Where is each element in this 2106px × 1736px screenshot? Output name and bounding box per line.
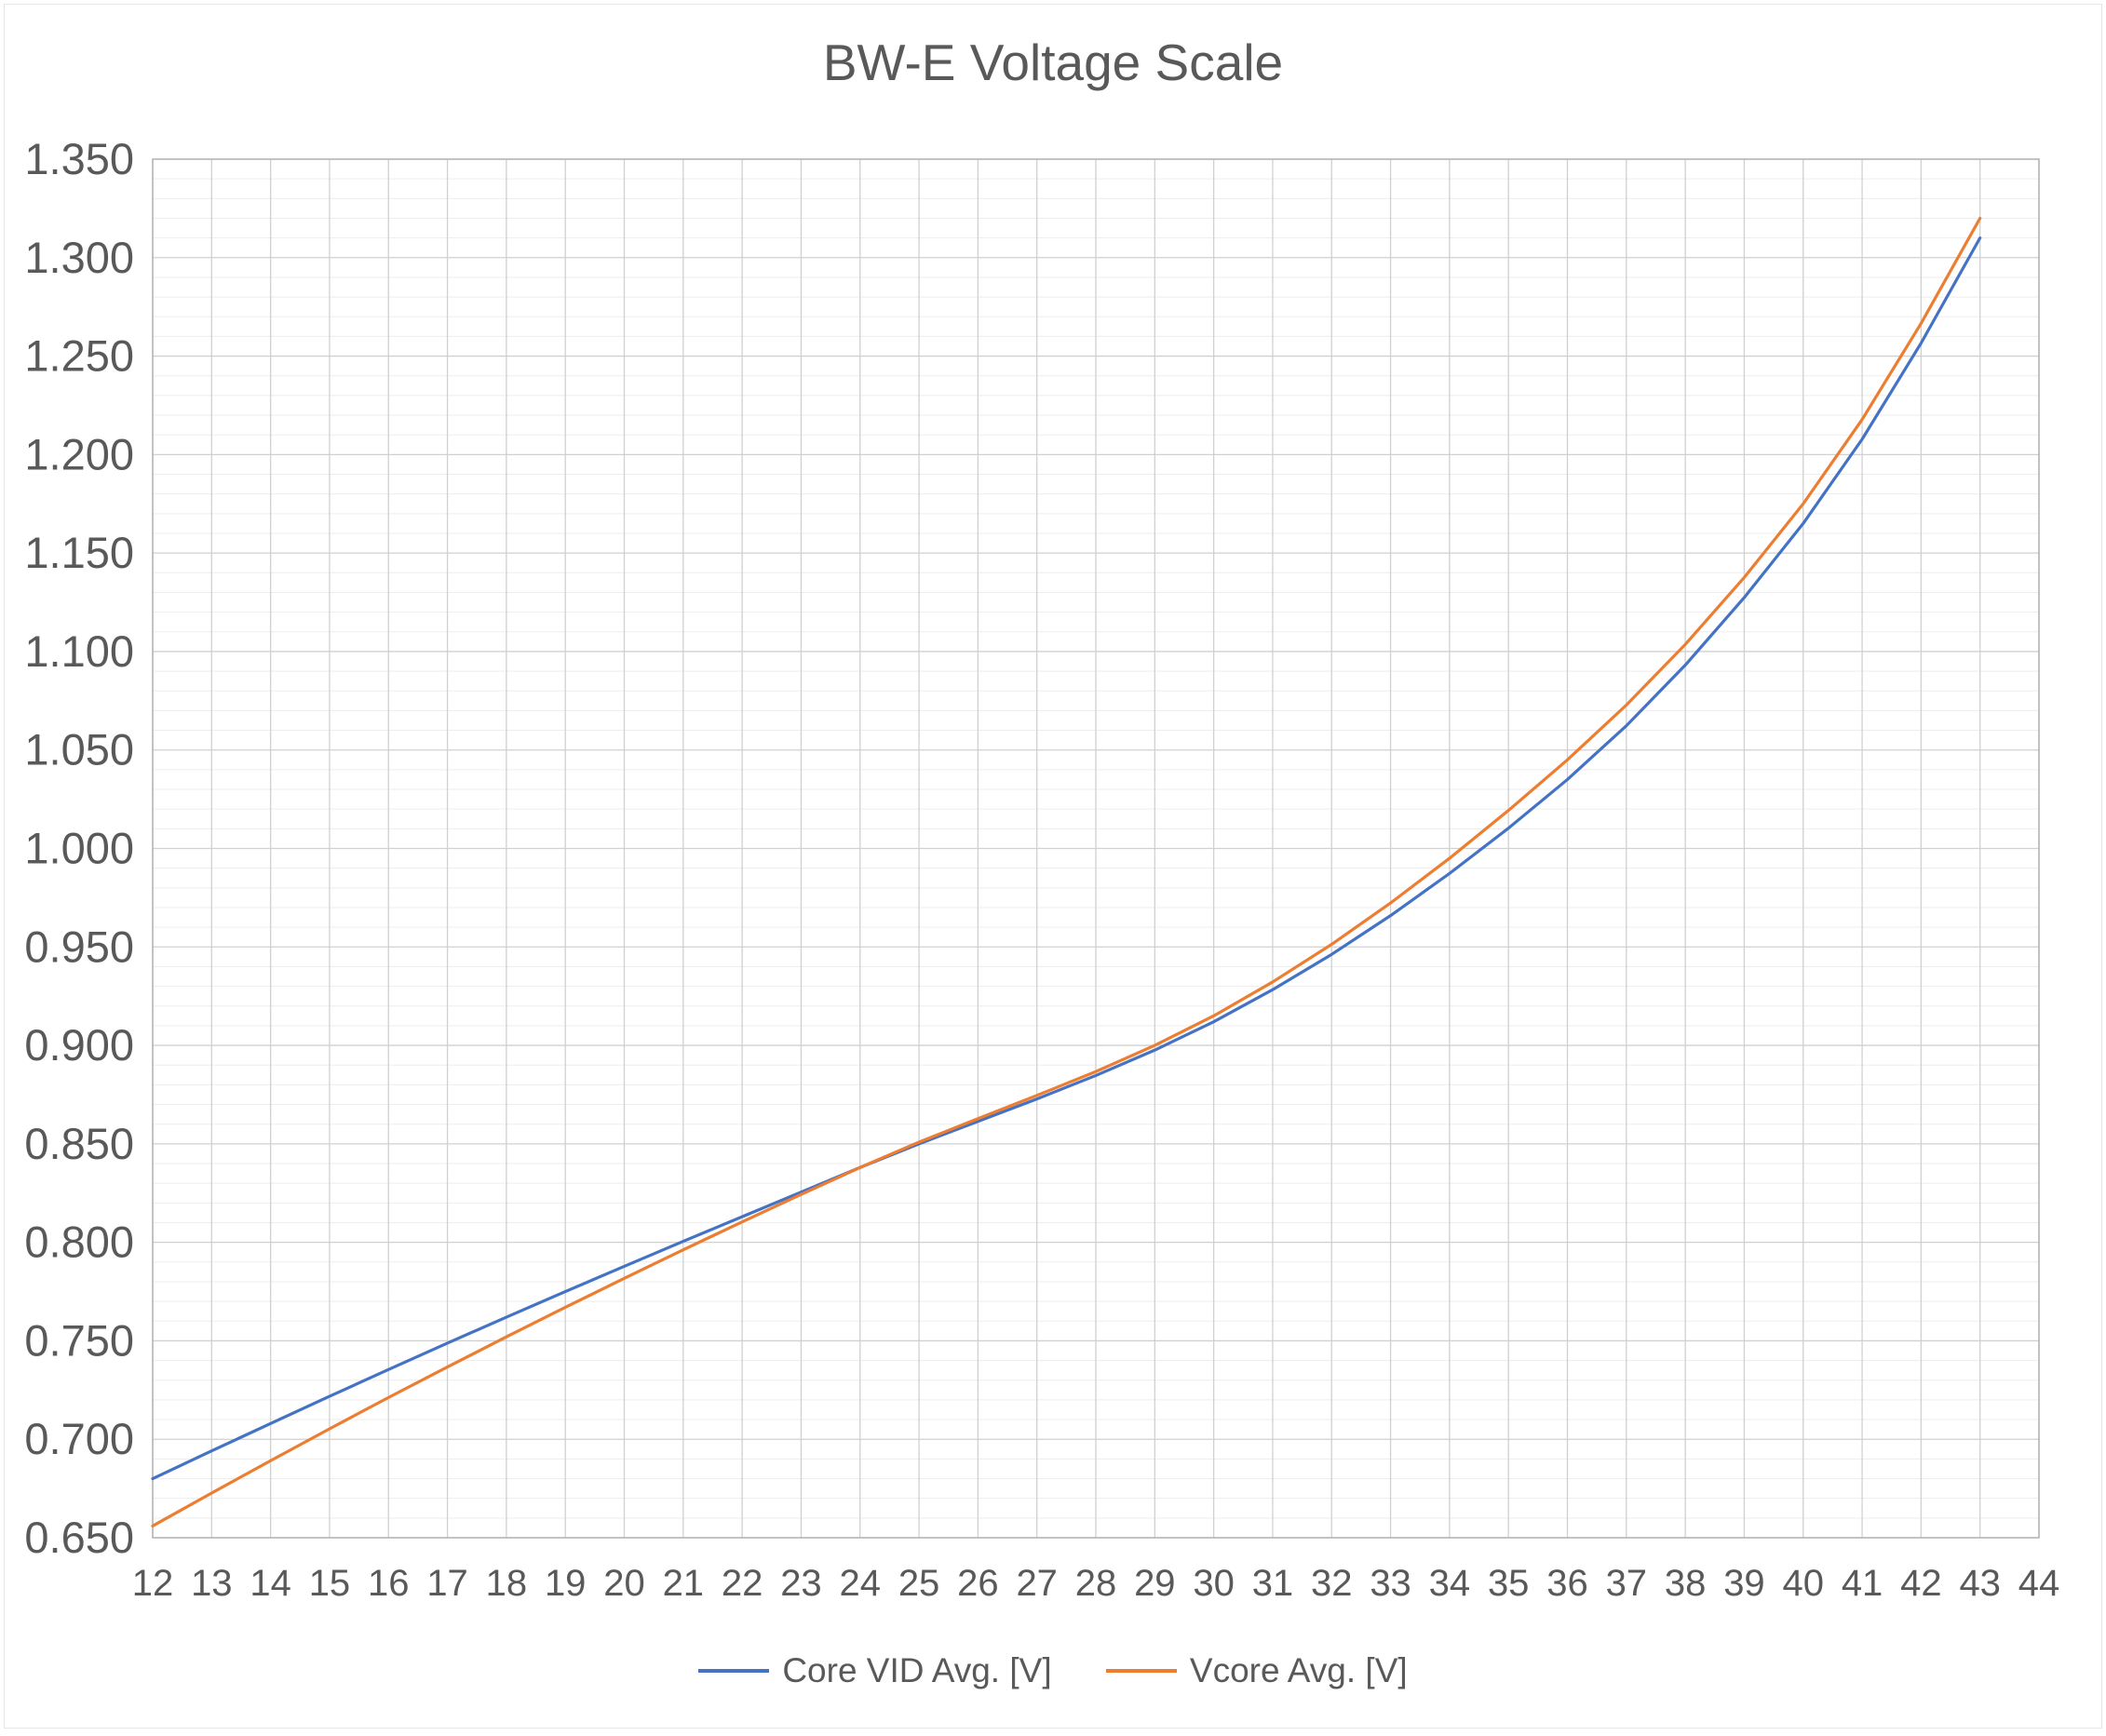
svg-text:21: 21 [663, 1563, 705, 1604]
svg-text:28: 28 [1075, 1563, 1117, 1604]
svg-text:35: 35 [1488, 1563, 1530, 1604]
svg-text:44: 44 [2018, 1563, 2060, 1604]
svg-text:40: 40 [1783, 1563, 1825, 1604]
svg-text:0.650: 0.650 [24, 1513, 134, 1562]
svg-text:23: 23 [780, 1563, 822, 1604]
svg-text:1.250: 1.250 [24, 331, 134, 381]
svg-text:43: 43 [1959, 1563, 2001, 1604]
svg-text:17: 17 [426, 1563, 468, 1604]
svg-text:1.000: 1.000 [24, 824, 134, 873]
svg-text:20: 20 [603, 1563, 645, 1604]
svg-text:13: 13 [191, 1563, 233, 1604]
svg-text:12: 12 [132, 1563, 174, 1604]
svg-text:30: 30 [1193, 1563, 1235, 1604]
svg-text:0.700: 0.700 [24, 1414, 134, 1463]
svg-text:27: 27 [1016, 1563, 1058, 1604]
svg-text:26: 26 [957, 1563, 999, 1604]
svg-text:34: 34 [1429, 1563, 1471, 1604]
svg-text:0.950: 0.950 [24, 922, 134, 971]
svg-text:1.150: 1.150 [24, 528, 134, 577]
svg-text:1.300: 1.300 [24, 233, 134, 282]
svg-text:18: 18 [486, 1563, 528, 1604]
svg-text:41: 41 [1842, 1563, 1883, 1604]
svg-text:24: 24 [840, 1563, 882, 1604]
svg-text:22: 22 [722, 1563, 763, 1604]
svg-text:1.350: 1.350 [24, 134, 134, 183]
svg-text:0.900: 0.900 [24, 1020, 134, 1070]
svg-text:14: 14 [250, 1563, 291, 1604]
svg-text:15: 15 [309, 1563, 351, 1604]
svg-text:29: 29 [1134, 1563, 1176, 1604]
svg-text:1.200: 1.200 [24, 429, 134, 478]
svg-text:1.100: 1.100 [24, 626, 134, 676]
svg-text:31: 31 [1252, 1563, 1294, 1604]
svg-text:0.850: 0.850 [24, 1119, 134, 1168]
svg-text:25: 25 [898, 1563, 940, 1604]
svg-text:39: 39 [1723, 1563, 1765, 1604]
svg-text:0.750: 0.750 [24, 1315, 134, 1365]
svg-text:1.050: 1.050 [24, 725, 134, 774]
svg-text:42: 42 [1900, 1563, 1942, 1604]
svg-text:16: 16 [368, 1563, 410, 1604]
svg-text:0.800: 0.800 [24, 1218, 134, 1267]
svg-text:37: 37 [1606, 1563, 1648, 1604]
svg-text:33: 33 [1370, 1563, 1411, 1604]
svg-text:19: 19 [545, 1563, 587, 1604]
svg-text:32: 32 [1311, 1563, 1353, 1604]
svg-text:36: 36 [1546, 1563, 1588, 1604]
svg-text:38: 38 [1665, 1563, 1707, 1604]
